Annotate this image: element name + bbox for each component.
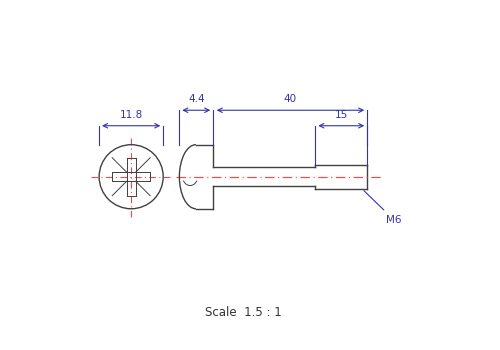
Text: 4.4: 4.4 xyxy=(188,94,204,104)
Text: Scale  1.5 : 1: Scale 1.5 : 1 xyxy=(204,306,282,319)
Text: 11.8: 11.8 xyxy=(120,110,143,120)
Text: 40: 40 xyxy=(284,94,297,104)
Text: M6: M6 xyxy=(364,191,402,225)
Text: 15: 15 xyxy=(334,110,348,120)
